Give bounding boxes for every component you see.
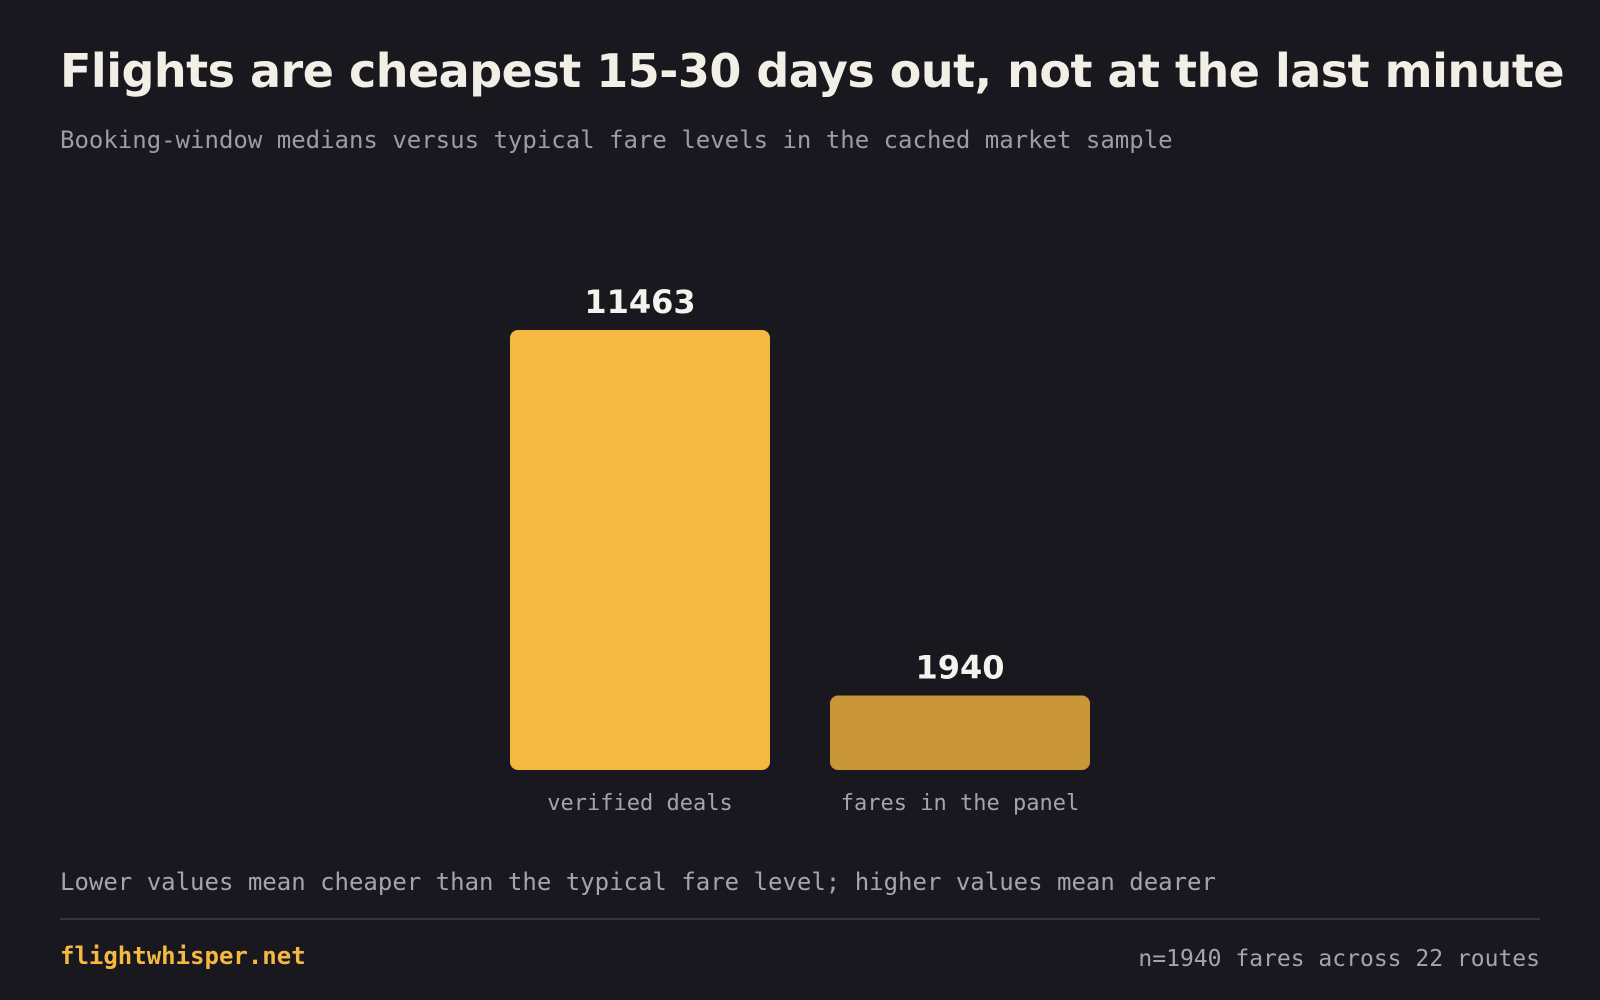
page-title: Flights are cheapest 15-30 days out, not… — [60, 44, 1565, 98]
sample-size-note: n=1940 fares across 22 routes — [1138, 946, 1540, 972]
category-label-2: fares in the panel — [841, 791, 1079, 816]
brand-link[interactable]: flightwhisper.net — [60, 942, 306, 970]
page-subtitle: Booking-window medians versus typical fa… — [60, 126, 1173, 154]
footer-divider — [60, 918, 1540, 920]
bar-value-label-1: 11463 — [584, 283, 695, 321]
bar-2 — [830, 695, 1090, 770]
bar-1 — [510, 330, 770, 770]
category-label-1: verified deals — [547, 791, 732, 816]
chart-note: Lower values mean cheaper than the typic… — [60, 868, 1216, 896]
bar-value-label-2: 1940 — [915, 649, 1004, 687]
